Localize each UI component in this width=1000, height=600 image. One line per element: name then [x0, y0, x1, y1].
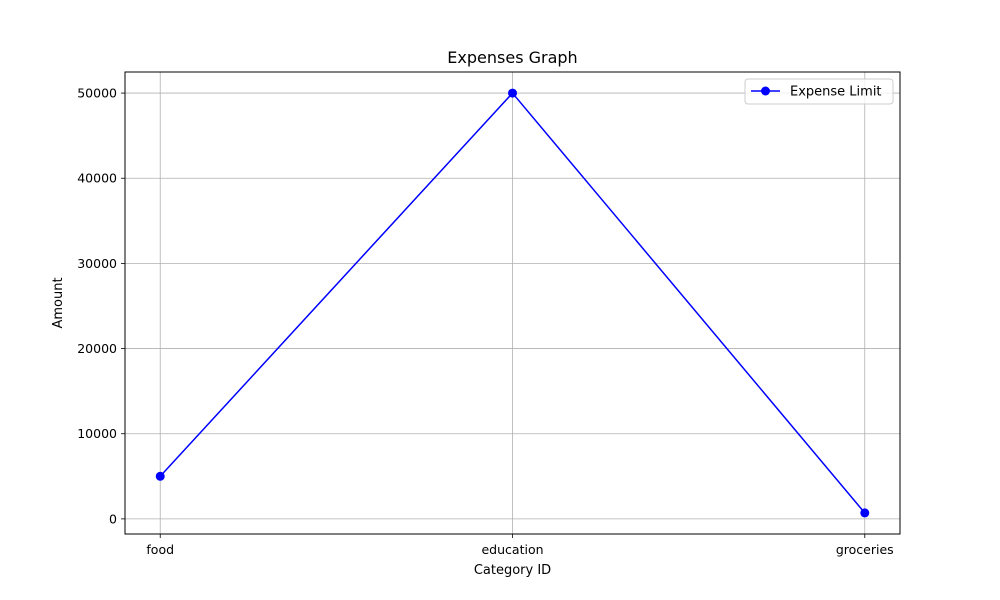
legend: Expense Limit [744, 78, 894, 105]
x-axis-label: Category ID [474, 563, 551, 578]
data-point [860, 508, 870, 518]
grid-lines [125, 72, 900, 534]
y-tick-label: 20000 [77, 341, 117, 356]
y-tick-label: 50000 [77, 86, 117, 101]
y-tick-label: 0 [109, 511, 117, 526]
y-tick-label: 10000 [77, 426, 117, 441]
x-tick-label: groceries [836, 542, 894, 557]
y-axis-label: Amount [51, 277, 66, 328]
legend-marker-swatch [761, 86, 770, 96]
legend-entry-label: Expense Limit [790, 85, 882, 100]
x-tick-label: food [146, 542, 174, 557]
chart-title: Expenses Graph [447, 48, 577, 67]
series-layer [155, 88, 870, 518]
data-point [155, 471, 165, 481]
x-tick-label: education [481, 542, 543, 557]
axis-ticks: food education groceries 0 10000 20000 30000 40… [77, 86, 893, 557]
data-point [508, 88, 517, 98]
y-tick-label: 40000 [77, 171, 117, 186]
y-tick-label: 30000 [77, 256, 117, 271]
legend-box [744, 78, 894, 105]
